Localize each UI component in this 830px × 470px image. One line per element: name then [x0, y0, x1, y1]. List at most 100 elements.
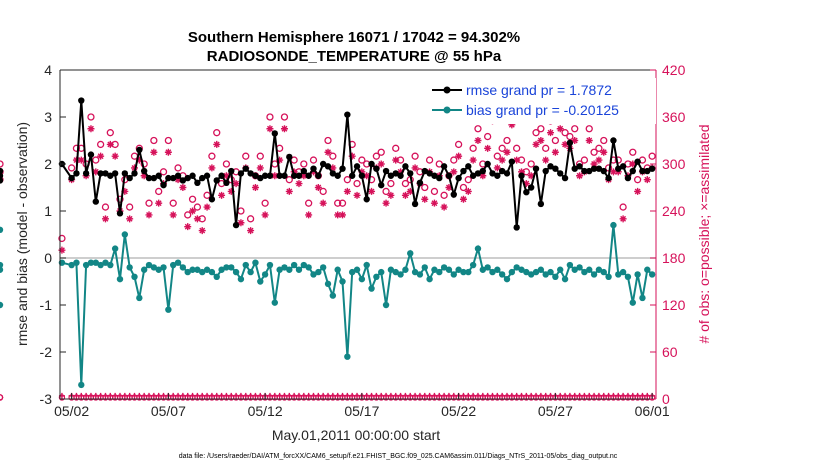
series-rmse-point — [145, 174, 153, 182]
series-bias-point — [436, 268, 443, 276]
obs-assimilated-marker — [508, 121, 516, 129]
series-bias-point — [518, 266, 525, 273]
obs-assimilated-marker — [522, 180, 530, 188]
obs-assimilated-marker — [440, 203, 448, 211]
series-bias-point — [170, 261, 177, 269]
series-bias-point — [595, 266, 603, 273]
series-bias-point — [334, 266, 341, 273]
series-bias-point — [218, 266, 225, 273]
obs-possible-marker — [474, 125, 482, 133]
legend-bias-marker — [443, 106, 451, 114]
series-rmse-point — [0, 167, 4, 175]
series-bias-point — [392, 268, 399, 276]
series-rmse-point — [508, 158, 516, 165]
series-bias-point — [353, 266, 361, 273]
y-axis-label-right: # of obs: o=possible; ×=assimilated — [696, 124, 712, 343]
series-bias-point — [136, 294, 143, 302]
series-rmse-point — [358, 172, 366, 179]
series-bias-point — [261, 271, 269, 278]
series-bias-point — [557, 266, 564, 273]
series-bias-point — [199, 268, 206, 276]
series-rmse-point — [382, 167, 390, 175]
obs-assimilated-marker — [368, 187, 376, 195]
series-bias-point — [87, 259, 95, 266]
series-bias-point — [165, 306, 172, 313]
series-rmse-point — [208, 196, 216, 203]
series-rmse-point — [329, 170, 337, 177]
series-rmse-point — [73, 170, 80, 177]
legend-bias-label: bias grand pr = -0.20125 — [466, 102, 619, 118]
series-rmse-point — [387, 172, 395, 179]
obs-assimilated-marker — [300, 172, 308, 180]
obs-possible-marker — [503, 136, 511, 145]
obs-possible-marker — [300, 160, 308, 168]
series-rmse-point — [595, 165, 603, 172]
obs-possible-marker — [551, 136, 560, 145]
obs-assimilated-marker — [343, 187, 351, 195]
series-rmse-point — [469, 172, 477, 179]
series-rmse-point — [155, 172, 162, 179]
obs-assimilated-marker — [397, 168, 405, 176]
obs-assimilated-marker — [101, 215, 109, 223]
obs-assimilated-marker — [92, 168, 100, 176]
series-bias-point — [329, 292, 337, 299]
obs-assimilated-marker — [106, 140, 114, 148]
obs-assimilated-marker — [527, 172, 535, 180]
obs-assimilated-marker — [280, 125, 288, 133]
obs-assimilated-marker — [150, 148, 158, 156]
obs-possible-marker — [522, 168, 531, 176]
y-left-tick-label: 1 — [44, 203, 52, 219]
series-bias-point — [484, 264, 491, 271]
y-right-tick-label: 420 — [662, 62, 686, 78]
series-rmse-point — [276, 172, 283, 179]
series-bias-point — [310, 271, 317, 278]
series-bias-point — [358, 275, 366, 283]
obs-possible-marker — [155, 187, 163, 196]
series-rmse-point — [460, 167, 467, 175]
series-rmse-point — [150, 174, 158, 182]
series-rmse-point — [257, 174, 264, 182]
ticks-group: -3 -2 -1 0 1 2 3 4 0 60 120 180 240 300 360 420 05/02 05/… — [40, 62, 686, 419]
obs-assimilated-marker — [406, 187, 414, 195]
series-bias-point — [78, 381, 85, 389]
series-bias-point — [431, 266, 438, 273]
obs-assimilated-marker — [126, 215, 134, 223]
series-bias-point — [131, 273, 138, 280]
obs-assimilated-marker — [184, 223, 192, 231]
series-bias-point — [348, 268, 356, 276]
obs-possible-marker — [222, 160, 231, 168]
series-rmse-point — [140, 167, 148, 175]
series-bias-point — [305, 264, 312, 271]
obs-assimilated-marker — [218, 191, 226, 199]
obs-assimilated-marker — [363, 172, 371, 180]
series-rmse-point — [547, 163, 554, 170]
series-bias-point — [213, 273, 220, 280]
series-rmse-point — [261, 172, 269, 179]
series-rmse-point — [445, 172, 453, 179]
obs-possible-marker — [353, 179, 361, 188]
obs-assimilated-marker — [387, 191, 395, 199]
series-rmse-point — [615, 165, 622, 172]
series-rmse-point — [339, 165, 346, 172]
obs-assimilated-marker — [314, 184, 322, 191]
series-rmse-point — [566, 139, 574, 147]
legend-rmse-label: rmse grand pr = 1.7872 — [466, 82, 612, 98]
obs-assimilated-marker — [174, 176, 182, 184]
obs-possible-marker — [392, 144, 400, 152]
obs-possible-marker — [401, 179, 410, 188]
obs-possible-marker — [469, 144, 477, 152]
series-rmse-point — [542, 167, 549, 175]
y-axis-label-left: rmse and bias (model - observation) — [14, 122, 30, 346]
obs-assimilated-marker — [251, 184, 259, 191]
obs-possible-marker — [425, 156, 434, 164]
obs-assimilated-marker — [392, 156, 400, 164]
x-axis-label: May.01,2011 00:00:00 start — [272, 427, 440, 443]
series-bias-point — [561, 275, 569, 283]
legend: rmse grand pr = 1.7872 bias grand pr = -… — [428, 78, 656, 124]
obs-assimilated-marker — [469, 156, 477, 164]
series-bias-point — [363, 261, 370, 269]
obs-assimilated-marker — [585, 137, 593, 144]
series-rmse-point — [232, 221, 240, 229]
obs-assimilated-marker — [513, 156, 521, 164]
series-bias-point — [242, 261, 249, 269]
